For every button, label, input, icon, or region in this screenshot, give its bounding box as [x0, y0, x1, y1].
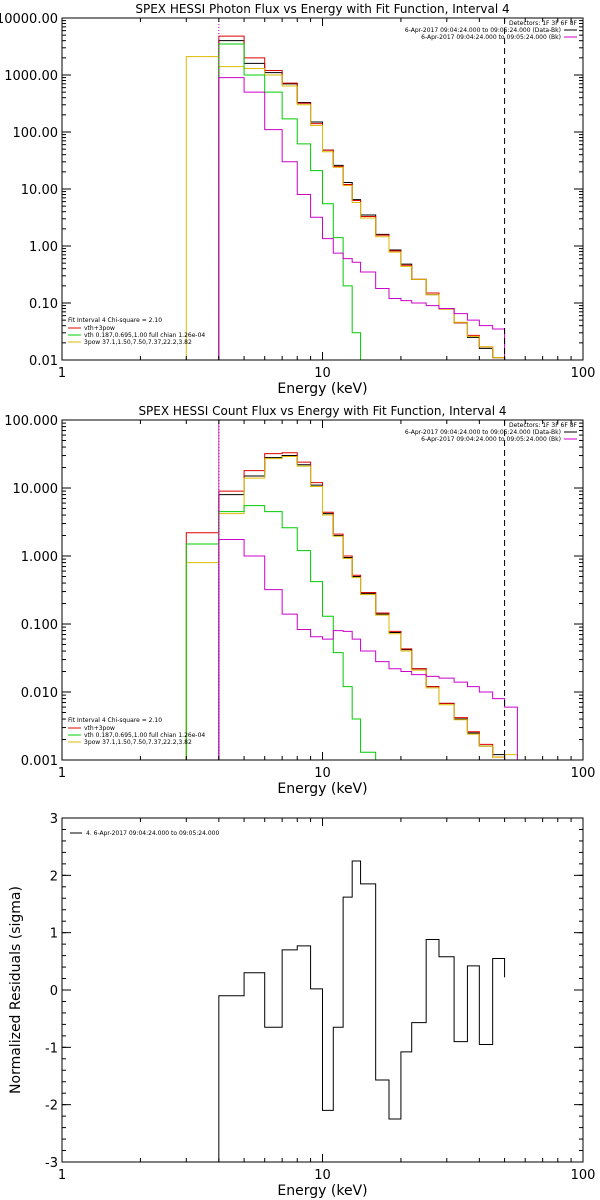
x-tick-label: 1: [58, 366, 66, 381]
y-tick-label: 10000.00: [0, 12, 58, 27]
x-tick-label: 100: [571, 766, 596, 781]
x-tick-label: 1: [58, 1168, 66, 1183]
series-line-4: [218, 43, 376, 360]
x-tick-label: 1: [58, 766, 66, 781]
x-axis-label: Energy (keV): [277, 1183, 367, 1199]
series-line-2: [218, 35, 506, 360]
fit-legend-label: vth+3pow: [84, 725, 115, 732]
y-tick-label: 100.00: [13, 126, 59, 141]
y-tick-label: 0.01: [29, 354, 58, 369]
series-group: [185, 452, 518, 760]
chart-panel-3: 1 10 100 -3 -2 -1 0 1 2 3 Energy (keV) Normalized R…: [8, 812, 595, 1199]
y-tick-label: -3: [45, 1156, 58, 1171]
x-tick-label: 100: [571, 366, 596, 381]
legend-entry-label: 4. 6-Apr-2017 09:04:24.000 to 09:05:24.0…: [86, 830, 219, 837]
legend-entry-label: 6-Apr-2017 09:04:24.000 to 09:05:24.000 …: [405, 429, 561, 436]
chart-panel-2: 1 10 100 0.001 0.010 0.100 1.000 10.000 100.000 S…: [4, 404, 595, 797]
series-group: [218, 860, 506, 1162]
series-line-2: [185, 452, 506, 760]
chart-title: SPEX HESSI Photon Flux vs Energy with Fi…: [135, 2, 509, 16]
legend-header: Detectors: 1F 3F 6F 8F: [509, 422, 578, 429]
series-line-1: [218, 455, 506, 760]
fit-legend-label: vth+3pow: [84, 325, 115, 332]
legend-entry-label: 6-Apr-2017 09:04:24.000 to 09:05:24.000 …: [405, 27, 561, 34]
y-tick-label: -2: [45, 1099, 58, 1114]
x-axis-label: Energy (keV): [277, 781, 367, 797]
legend-entry-label: 6-Apr-2017 09:04:24.000 to 09:05:24.000 …: [421, 34, 561, 41]
fit-legend-header: Fit Interval 4 Chi-square = 2.10: [68, 317, 162, 324]
y-tick-label: -1: [45, 1041, 58, 1056]
chart-title: SPEX HESSI Count Flux vs Energy with Fit…: [138, 404, 506, 418]
x-tick-label: 100: [571, 1168, 596, 1183]
fit-legend-label: 3pow 37.1,1.50,7.50,7.37,22.2,3.82: [84, 339, 192, 346]
y-tick-label: 0: [50, 984, 58, 999]
x-tick-label: 10: [314, 1168, 331, 1183]
y-tick-label: 0.100: [21, 618, 58, 633]
y-tick-label: 10.00: [21, 183, 58, 198]
fit-legend-label: vth 0.187,0.695,1.00 full chian 1.26e-04: [84, 332, 205, 339]
fit-legend-header: Fit Interval 4 Chi-square = 2.10: [68, 717, 162, 724]
fit-legend-label: 3pow 37.1,1.50,7.50,7.37,22.2,3.82: [84, 739, 192, 746]
y-tick-label: 2: [50, 869, 58, 884]
legend-entry-label: 6-Apr-2017 09:04:24.000 to 09:05:24.000 …: [421, 436, 561, 443]
y-tick-label: 100.000: [4, 414, 58, 429]
y-tick-label: 10.000: [13, 482, 59, 497]
legend-header: Detectors: 1F 3F 6F 8F: [509, 20, 578, 27]
series-line-3: [185, 56, 518, 360]
series-line-5: [218, 77, 506, 360]
series-line-1: [218, 40, 506, 360]
y-tick-label: 0.010: [21, 686, 58, 701]
series-group: [185, 35, 518, 360]
series-line-5: [218, 538, 518, 760]
y-tick-label: 1: [50, 927, 58, 942]
y-tick-label: 0.10: [29, 297, 58, 312]
y-axis-label: Normalized Residuals (sigma): [8, 886, 24, 1094]
fit-legend-label: vth 0.187,0.695,1.00 full chian 1.26e-04: [84, 732, 205, 739]
x-tick-label: 10: [314, 366, 331, 381]
x-tick-label: 10: [314, 766, 331, 781]
series-line-3: [185, 456, 518, 760]
series-line-1: [218, 860, 506, 1162]
series-line-4: [185, 505, 377, 760]
y-tick-label: 1.000: [21, 550, 58, 565]
y-tick-label: 0.001: [21, 754, 58, 769]
chart-panel-1: 1 10 100 0.01 0.10 1.00 10.00 100.00 1000.00 1000…: [0, 2, 595, 397]
y-tick-label: 1000.00: [4, 69, 58, 84]
x-axis-label: Energy (keV): [277, 381, 367, 397]
y-tick-label: 1.00: [29, 240, 58, 255]
y-tick-label: 3: [50, 812, 58, 827]
